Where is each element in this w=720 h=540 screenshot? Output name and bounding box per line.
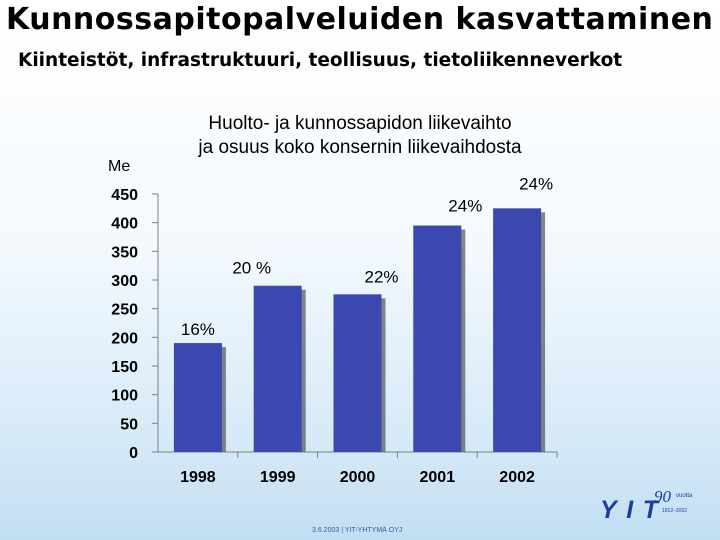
data-label: 16% <box>181 320 215 339</box>
x-tick-label: 2000 <box>340 469 376 486</box>
y-tick-label: 250 <box>111 302 138 319</box>
y-tick-label: 450 <box>111 187 138 204</box>
yit-90-logo: YIT 90 vuotta 1912–2002 <box>600 487 693 522</box>
y-tick-label: 0 <box>129 445 138 462</box>
chart-title: Huolto- ja kunnossapidon liikevaihto ja … <box>160 112 560 160</box>
y-tick-label: 50 <box>120 416 138 433</box>
y-axis-label: Me <box>108 158 130 175</box>
logo-badge-suffix: vuotta <box>676 493 693 499</box>
x-tick-label: 1998 <box>180 469 216 486</box>
slide-subtitle: Kiinteistöt, infrastruktuuri, teollisuus… <box>18 50 623 71</box>
data-label: 22% <box>364 267 398 286</box>
data-label: 20 % <box>232 259 271 278</box>
bar <box>173 343 222 452</box>
y-tick-label: 400 <box>111 216 138 233</box>
y-tick-label: 100 <box>111 388 138 405</box>
y-tick-label: 200 <box>111 330 138 347</box>
x-tick-label: 2002 <box>499 469 535 486</box>
chart-title-line-1: Huolto- ja kunnossapidon liikevaihto <box>208 113 512 134</box>
x-tick-label: 1999 <box>260 469 296 486</box>
y-tick-label: 150 <box>111 359 138 376</box>
footer-text: 3.6.2003 | YIT-YHTYMÄ OYJ <box>312 527 403 534</box>
logo-badge-number: 90 <box>654 487 672 506</box>
logo-yit-text: YIT <box>600 496 661 522</box>
x-tick-label: 2001 <box>420 469 456 486</box>
logo-badge-years: 1912–2002 <box>662 508 687 514</box>
bar <box>333 294 382 452</box>
bar <box>413 225 462 452</box>
data-label: 24% <box>448 197 482 216</box>
chart-title-line-2: ja osuus koko konsernin liikevaihdosta <box>198 137 522 158</box>
data-label: 24% <box>519 174 553 193</box>
slide-title: Kunnossapitopalveluiden kasvattaminen <box>6 2 714 37</box>
y-tick-label: 300 <box>111 273 138 290</box>
bar <box>493 208 542 452</box>
y-tick-label: 350 <box>111 244 138 261</box>
bar <box>253 285 302 452</box>
chart-plot: 0 50 100 150 200 250 300 350 400 450 1998 16% 1999 20… <box>111 174 558 486</box>
